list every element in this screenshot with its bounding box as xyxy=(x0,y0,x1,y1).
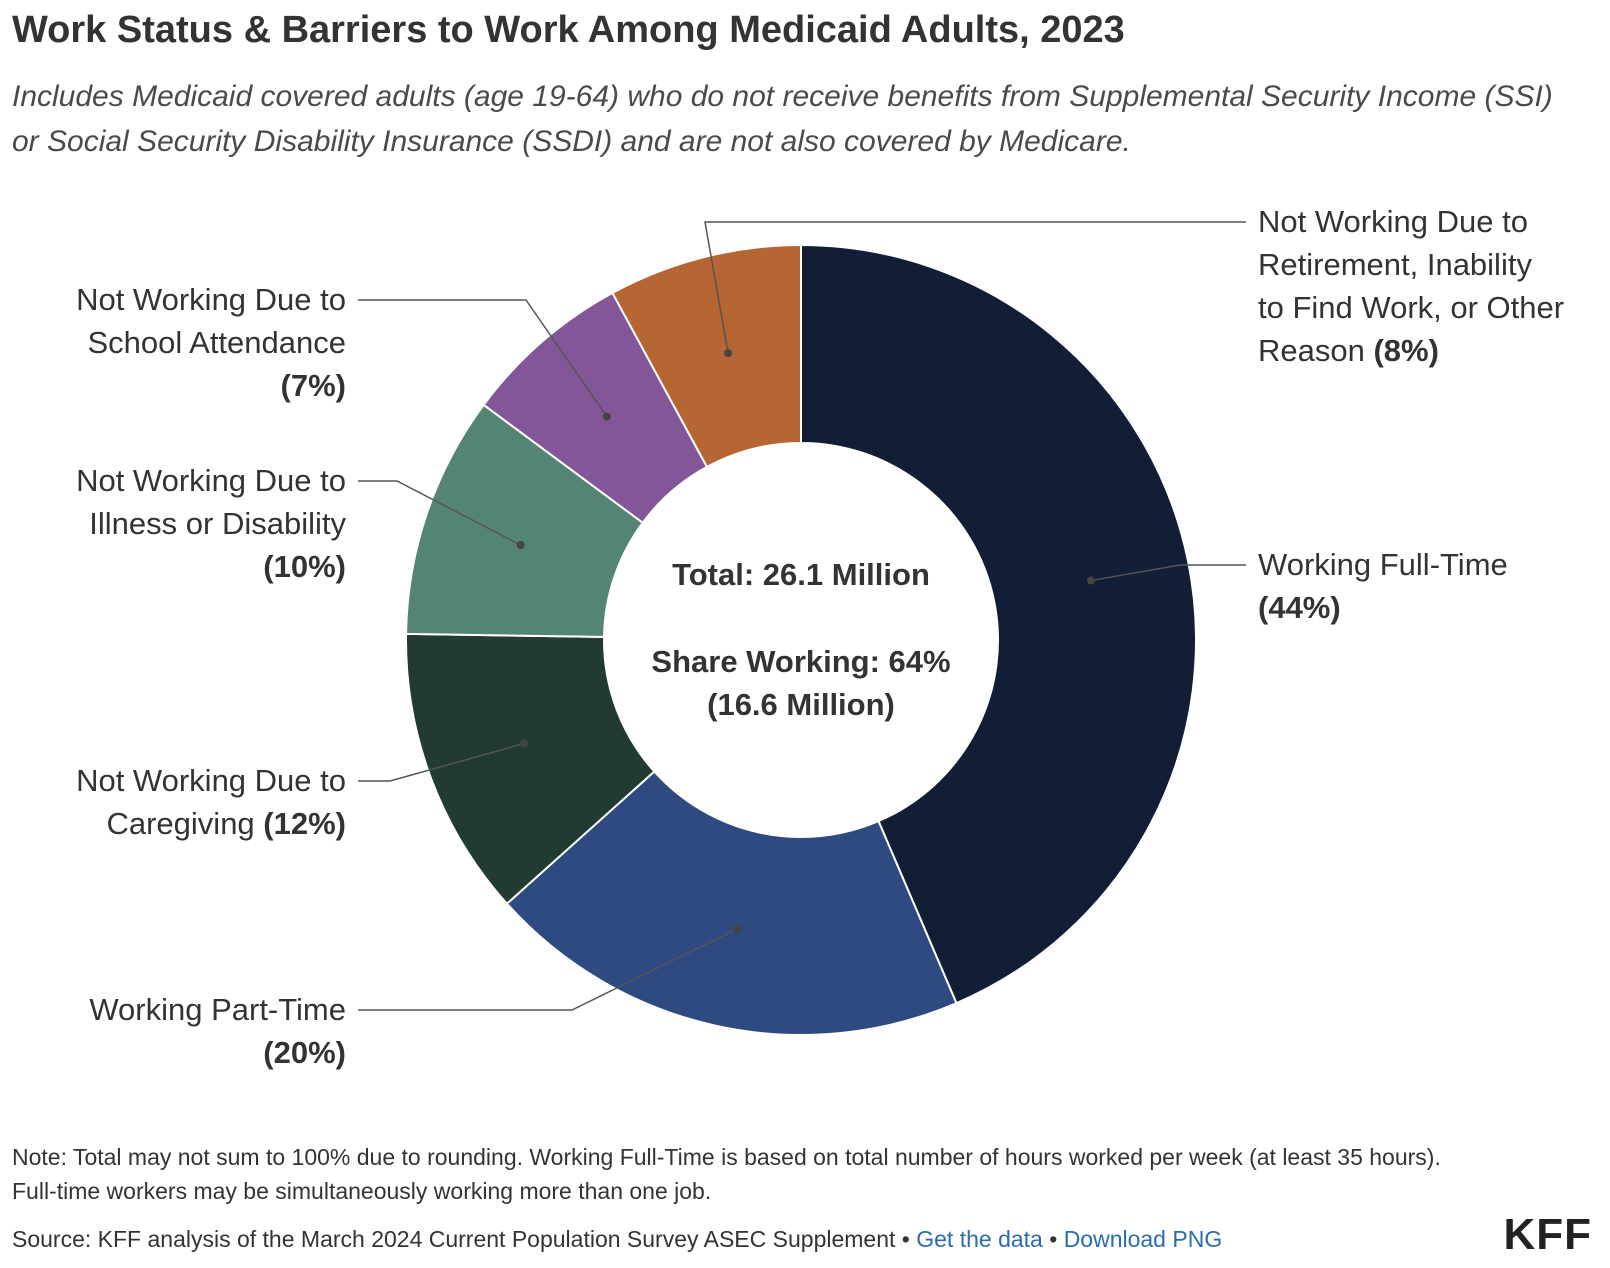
leader-dot-working-full-time xyxy=(1086,576,1095,585)
label-leader-lines xyxy=(358,221,1246,1011)
separator: • xyxy=(1049,1226,1058,1252)
center-share-working: Share Working: 64% xyxy=(651,644,950,679)
kff-logo: KFF xyxy=(1503,1210,1592,1259)
label-working-part-time: Working Part-Time (20%) xyxy=(89,992,346,1070)
chart-title: Work Status & Barriers to Work Among Med… xyxy=(12,9,1125,51)
leader-dot-not-working-due-to-illness-or-disability xyxy=(516,541,525,550)
leader-line-not-working-due-to-illness-or-disability xyxy=(358,480,521,546)
footnote: Note: Total may not sum to 100% due to r… xyxy=(12,1144,1441,1204)
slice-not-working-due-to-retirement-inability-to-find-work-or-other-reason[interactable] xyxy=(611,243,802,469)
source-text: Source: KFF analysis of the March 2024 C… xyxy=(12,1226,896,1252)
label-working-full-time: Working Full-Time (44%) xyxy=(1258,547,1508,625)
leader-dot-not-working-due-to-retirement-inability-to-find-work-or-other-reason xyxy=(724,349,733,358)
label-not-working-due-to-school-attendance: Not Working Due to School Attendance (7%) xyxy=(76,282,346,403)
donut-center-text: Total: 26.1 Million Share Working: 64% (… xyxy=(651,557,950,722)
leader-line-working-part-time xyxy=(358,928,738,1011)
slice-labels: Working Full-Time (44%) Working Part-Time(… xyxy=(76,204,1564,1070)
slice-not-working-due-to-caregiving[interactable] xyxy=(405,632,656,906)
donut-chart: Working Full-Time (44%) Working Part-Time(… xyxy=(76,204,1564,1070)
slice-working-part-time[interactable] xyxy=(505,770,958,1036)
leader-line-working-full-time xyxy=(1090,564,1246,582)
label-not-working-due-to-retirement-inability-to-find-work-or-other-reason: Not Working Due to Retirement, Inability t… xyxy=(1258,204,1564,368)
leader-dot-not-working-due-to-school-attendance xyxy=(602,412,611,421)
chart-subtitle: Includes Medicaid covered adults (age 19… xyxy=(12,80,1553,158)
leader-dot-working-part-time xyxy=(733,925,742,934)
label-not-working-due-to-illness-or-disability: Not Working Due to Illness or Disability(… xyxy=(76,463,346,584)
leader-dot-not-working-due-to-caregiving xyxy=(519,739,528,748)
label-not-working-due-to-caregiving: Not Working Due to Caregiving (12%) xyxy=(76,763,346,841)
leader-line-not-working-due-to-retirement-inability-to-find-work-or-other-reason xyxy=(704,221,1246,354)
center-total: Total: 26.1 Million xyxy=(672,557,930,592)
get-the-data-link[interactable]: Get the data xyxy=(916,1226,1043,1252)
donut-slices xyxy=(405,243,1197,1036)
slice-working-full-time[interactable] xyxy=(800,243,1197,1005)
leader-line-not-working-due-to-school-attendance xyxy=(358,299,608,417)
leader-line-not-working-due-to-caregiving xyxy=(358,742,524,782)
center-share-millions: (16.6 Million) xyxy=(707,687,895,722)
separator: • xyxy=(901,1226,910,1252)
source-line: Source: KFF analysis of the March 2024 C… xyxy=(12,1222,1222,1256)
download-png-link[interactable]: Download PNG xyxy=(1063,1226,1223,1252)
